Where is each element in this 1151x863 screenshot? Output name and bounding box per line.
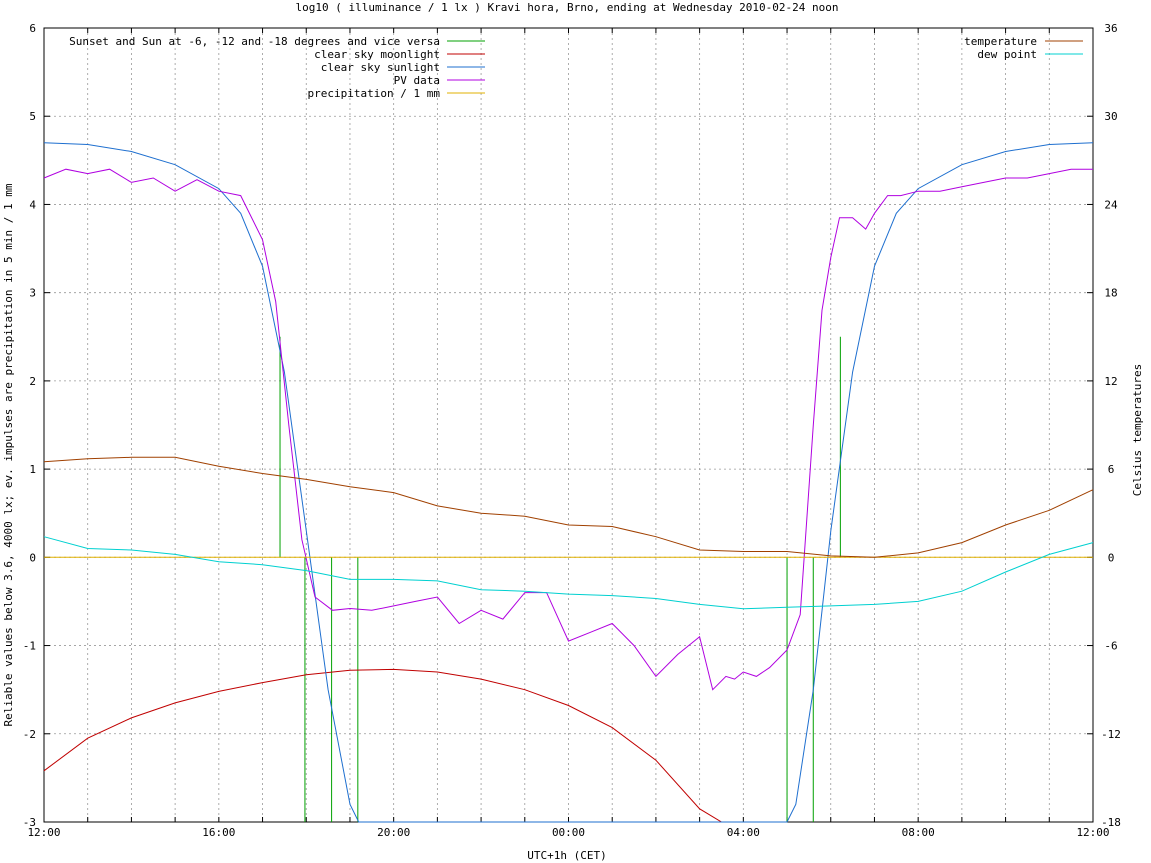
series-line-clear-sky-moonlight: [43, 668, 744, 823]
y-tick-label: 3: [29, 287, 36, 300]
legend-label: temperature: [964, 35, 1037, 48]
plot-frame: [43, 27, 1094, 823]
legend-label: precipitation / 1 mm: [308, 87, 441, 100]
y2-tick-label: 6: [1108, 463, 1115, 476]
y2-tick-label: -12: [1101, 728, 1121, 741]
chart-title: log10 ( illuminance / 1 lx ) Kravi hora,…: [295, 1, 838, 14]
y2-tick-label: -6: [1104, 640, 1117, 653]
series-line-dew-point: [43, 536, 1094, 610]
x-tick-label: 12:00: [27, 826, 60, 839]
y-axis-label: Reliable values below 3.6, 4000 lx; ev. …: [2, 183, 15, 726]
y2-tick-label: 0: [1108, 551, 1115, 564]
y-tick-label: 2: [29, 375, 36, 388]
series-line-pv-data: [43, 168, 1093, 691]
x-tick-label: 16:00: [202, 826, 235, 839]
legend: Sunset and Sun at -6, -12 and -18 degree…: [69, 35, 1083, 100]
y2-tick-label: 12: [1104, 375, 1117, 388]
legend-label: Sunset and Sun at -6, -12 and -18 degree…: [69, 35, 440, 48]
y2-tick-label: 18: [1104, 287, 1117, 300]
series-line-clear-sky-sunlight: [43, 142, 1094, 823]
y2-tick-label: 36: [1104, 22, 1117, 35]
y2-axis-label: Celsius temperatures: [1131, 364, 1144, 496]
y-tick-label: -3: [23, 816, 36, 829]
legend-label: clear sky moonlight: [314, 48, 440, 61]
series-line-temperature: [43, 456, 1094, 558]
legend-label: clear sky sunlight: [321, 61, 440, 74]
x-tick-label: 00:00: [552, 826, 585, 839]
y-tick-label: 6: [29, 22, 36, 35]
legend-label: dew point: [977, 48, 1037, 61]
x-tick-label: 08:00: [902, 826, 935, 839]
y2-tick-label: -18: [1101, 816, 1121, 829]
x-tick-label: 12:00: [1076, 826, 1109, 839]
tick-labels: 12:00 16:00 20:00 00:00 04:00 08:00 12:00-3-2-…: [23, 22, 1121, 839]
y-tick-label: -1: [23, 640, 36, 653]
grid: [44, 28, 1093, 822]
x-tick-label: 04:00: [727, 826, 760, 839]
y-tick-label: 0: [29, 551, 36, 564]
y2-tick-label: 24: [1104, 198, 1118, 211]
y-tick-label: 1: [29, 463, 36, 476]
y-tick-label: 5: [29, 110, 36, 123]
y-tick-label: -2: [23, 728, 36, 741]
y-tick-label: 4: [29, 198, 36, 211]
x-axis-label: UTC+1h (CET): [527, 849, 606, 862]
series-group: [43, 142, 1094, 823]
x-tick-label: 20:00: [377, 826, 410, 839]
y2-tick-label: 30: [1104, 110, 1117, 123]
legend-label: PV data: [394, 74, 440, 87]
